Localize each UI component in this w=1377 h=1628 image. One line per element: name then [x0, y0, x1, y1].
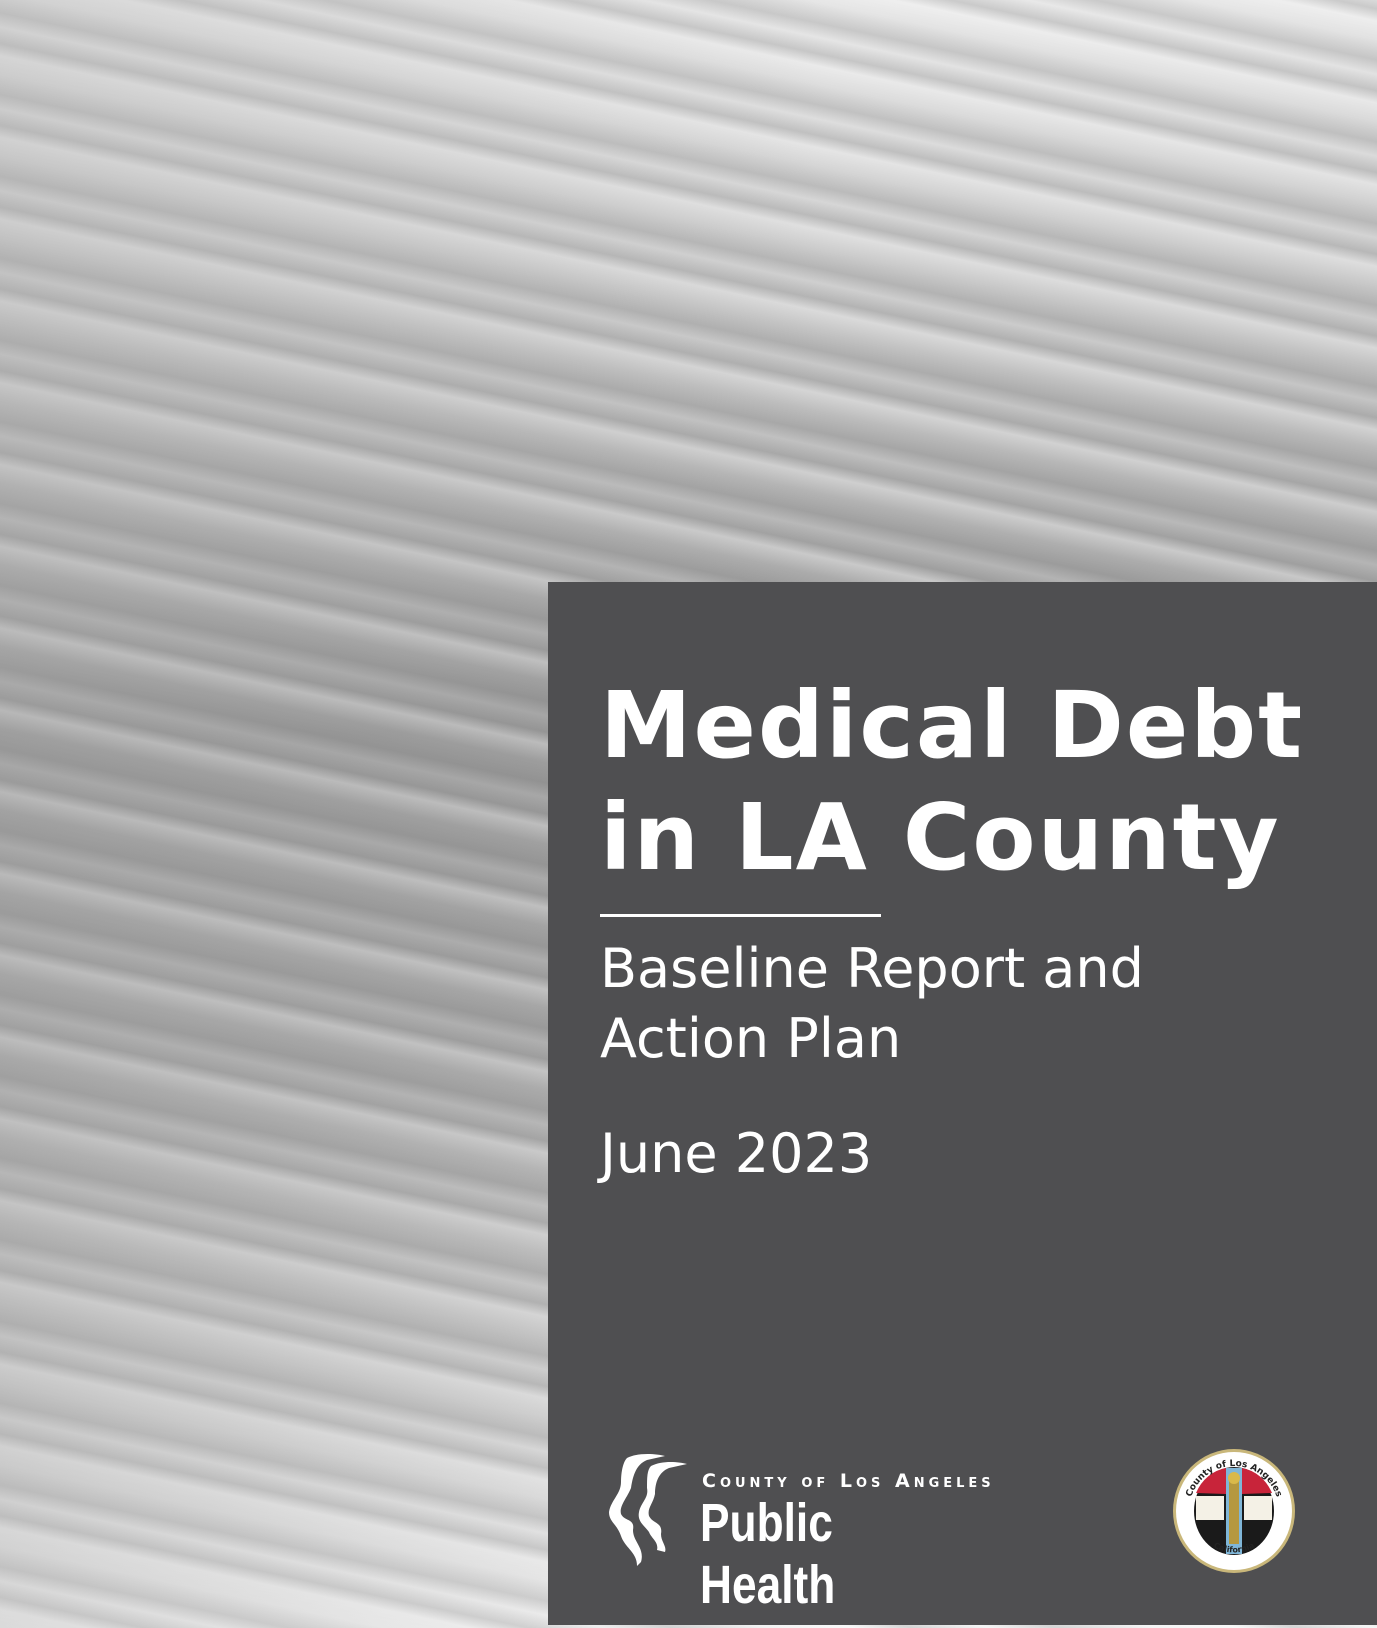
- profiles-icon: [609, 1454, 687, 1566]
- logo-county-text: County of Los Angeles: [702, 1470, 995, 1492]
- subtitle-line-2: Action Plan: [600, 1007, 902, 1070]
- county-seal: County of Los Angeles California: [1173, 1449, 1295, 1573]
- report-subtitle: Baseline Report and Action Plan: [600, 934, 1144, 1074]
- title-line-2: in LA County: [600, 784, 1281, 891]
- divider: [600, 914, 881, 917]
- svg-text:California: California: [1212, 1541, 1256, 1555]
- public-health-logo: County of Los Angeles Public Health: [607, 1452, 1017, 1615]
- title-line-1: Medical Debt: [600, 672, 1305, 779]
- seal-bottom-text: California: [1212, 1541, 1256, 1555]
- report-title: Medical Debt in LA County: [600, 670, 1304, 894]
- logo-public-health-text: Public Health: [700, 1493, 836, 1615]
- subtitle-line-1: Baseline Report and: [600, 937, 1144, 1000]
- report-date: June 2023: [600, 1122, 873, 1185]
